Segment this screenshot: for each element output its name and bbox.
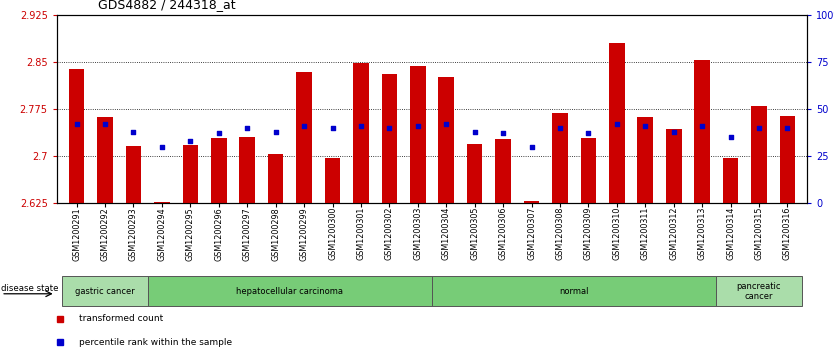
Bar [296,72,312,203]
Text: GSM1200295: GSM1200295 [186,207,195,261]
Bar [211,138,227,203]
Point [127,129,140,134]
Bar [552,113,568,203]
Bar [751,106,766,203]
Point [496,131,510,136]
Point [696,123,709,129]
Text: pancreatic
cancer: pancreatic cancer [736,282,781,301]
Bar [780,117,796,203]
Text: disease state: disease state [1,284,58,293]
Text: GSM1200296: GSM1200296 [214,207,224,261]
Point [582,131,595,136]
Point [183,138,197,144]
Text: hepatocellular carcinoma: hepatocellular carcinoma [236,287,344,296]
Text: GSM1200310: GSM1200310 [612,207,621,260]
Bar [637,117,653,203]
Text: GSM1200302: GSM1200302 [384,207,394,260]
Text: GSM1200303: GSM1200303 [414,207,422,260]
Text: transformed count: transformed count [79,314,163,323]
Point [610,121,624,127]
Point [354,123,368,129]
Bar [666,129,681,203]
Text: GSM1200313: GSM1200313 [697,207,706,260]
Text: gastric cancer: gastric cancer [75,287,135,296]
Point [639,123,652,129]
Bar [609,43,625,203]
Bar [694,61,710,203]
Text: GSM1200307: GSM1200307 [527,207,536,260]
Bar [723,158,738,203]
Bar [324,158,340,203]
Point [155,144,168,150]
Text: GSM1200297: GSM1200297 [243,207,252,261]
Text: GSM1200293: GSM1200293 [129,207,138,261]
Point [724,134,737,140]
Bar [467,143,483,203]
Text: GDS4882 / 244318_at: GDS4882 / 244318_at [98,0,236,11]
Text: GSM1200304: GSM1200304 [442,207,450,260]
Text: GSM1200294: GSM1200294 [158,207,167,261]
Text: GSM1200315: GSM1200315 [755,207,763,260]
Point [781,125,794,131]
Point [269,129,282,134]
Point [240,125,254,131]
Bar [268,154,284,203]
Bar [239,137,255,203]
Bar [183,145,198,203]
Point [667,129,681,134]
FancyBboxPatch shape [432,277,716,306]
Point [383,125,396,131]
Text: percentile rank within the sample: percentile rank within the sample [79,338,233,347]
Bar [580,138,596,203]
Text: GSM1200311: GSM1200311 [641,207,650,260]
Text: GSM1200308: GSM1200308 [555,207,565,260]
Bar [439,77,454,203]
Bar [410,66,425,203]
Text: GSM1200312: GSM1200312 [669,207,678,260]
FancyBboxPatch shape [148,277,432,306]
Point [326,125,339,131]
Text: GSM1200301: GSM1200301 [356,207,365,260]
Bar [495,139,511,203]
Bar [126,146,141,203]
Point [440,121,453,127]
Text: GSM1200306: GSM1200306 [499,207,508,260]
Text: normal: normal [560,287,589,296]
Point [98,121,112,127]
Point [298,123,311,129]
Bar [154,202,170,203]
Text: GSM1200300: GSM1200300 [328,207,337,260]
Bar [68,69,84,203]
Point [553,125,566,131]
FancyBboxPatch shape [716,277,801,306]
Bar [524,201,540,203]
Text: GSM1200316: GSM1200316 [783,207,792,260]
Point [70,121,83,127]
Bar [98,117,113,203]
Text: GSM1200292: GSM1200292 [101,207,109,261]
Point [468,129,481,134]
Point [212,131,225,136]
Text: GSM1200299: GSM1200299 [299,207,309,261]
Bar [381,74,397,203]
Text: GSM1200305: GSM1200305 [470,207,480,260]
Point [411,123,425,129]
Text: GSM1200309: GSM1200309 [584,207,593,260]
Text: GSM1200314: GSM1200314 [726,207,735,260]
Text: GSM1200298: GSM1200298 [271,207,280,261]
Bar [353,63,369,203]
Point [525,144,538,150]
FancyBboxPatch shape [63,277,148,306]
Text: GSM1200291: GSM1200291 [72,207,81,261]
Point [752,125,766,131]
